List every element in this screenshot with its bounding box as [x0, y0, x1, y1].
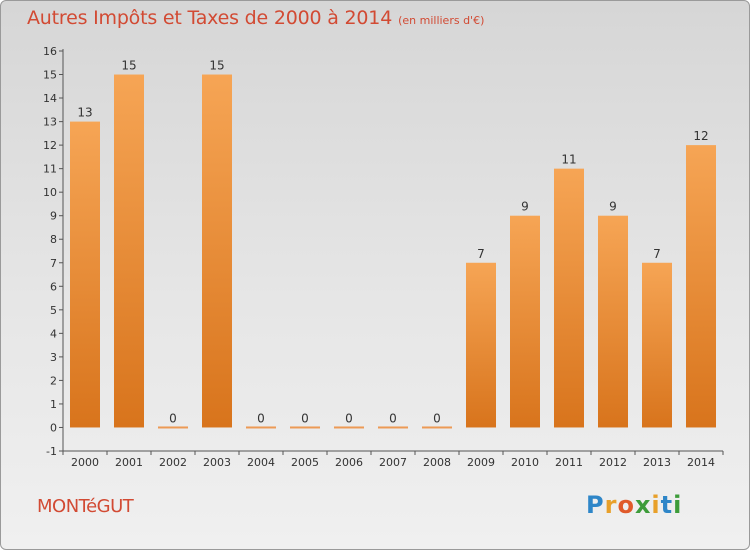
y-tick-label: 7 [50, 257, 57, 270]
data-label: 0 [345, 411, 353, 425]
y-tick-label: 12 [43, 139, 57, 152]
bar [598, 215, 628, 428]
bar [642, 262, 672, 428]
y-tick-label: -1 [46, 445, 57, 458]
x-tick-label: 2004 [247, 456, 275, 469]
x-tick-label: 2012 [599, 456, 627, 469]
logo-letter: r [604, 491, 618, 519]
x-tick-label: 2009 [467, 456, 495, 469]
logo-letter: o [617, 491, 635, 519]
logo-letter: t [660, 491, 674, 519]
y-tick-label: 8 [50, 233, 57, 246]
bar [114, 74, 144, 428]
bar [158, 426, 188, 429]
bar [378, 426, 408, 429]
x-tick-label: 2006 [335, 456, 363, 469]
bar [334, 426, 364, 429]
proxiti-logo: Proxiti [586, 491, 682, 519]
data-label: 9 [521, 200, 529, 214]
x-tick-label: 2005 [291, 456, 319, 469]
data-label: 0 [257, 411, 265, 425]
y-tick-label: 10 [43, 186, 57, 199]
chart-title: Autres Impôts et Taxes de 2000 à 2014 (en… [27, 7, 484, 29]
y-tick-label: 16 [43, 45, 57, 58]
data-label: 0 [169, 411, 177, 425]
x-tick-label: 2003 [203, 456, 231, 469]
y-tick-label: 2 [50, 374, 57, 387]
bar [290, 426, 320, 429]
data-label: 0 [301, 411, 309, 425]
logo-letter: i [651, 491, 661, 519]
y-tick-label: 3 [50, 351, 57, 364]
chart-unit-note: (en milliers d'€) [398, 14, 485, 27]
data-label: 13 [77, 106, 92, 120]
logo-letter: i [673, 491, 683, 519]
y-tick-label: 11 [43, 163, 57, 176]
x-tick-label: 2002 [159, 456, 187, 469]
bar [246, 426, 276, 429]
y-tick-label: 13 [43, 116, 57, 129]
data-label: 9 [609, 200, 617, 214]
x-tick-label: 2007 [379, 456, 407, 469]
x-tick-label: 2010 [511, 456, 539, 469]
y-tick-label: 4 [50, 327, 57, 340]
logo-letter: x [634, 491, 652, 519]
data-label: 11 [561, 153, 576, 167]
bar [70, 121, 100, 428]
y-tick-label: 9 [50, 210, 57, 223]
x-tick-label: 2013 [643, 456, 671, 469]
bar [466, 262, 496, 428]
y-tick-label: 14 [43, 92, 57, 105]
bar [422, 426, 452, 429]
data-label: 0 [433, 411, 441, 425]
bar [686, 145, 716, 428]
data-label: 0 [389, 411, 397, 425]
data-label: 12 [693, 129, 708, 143]
data-label: 7 [477, 247, 485, 261]
logo-letter: P [586, 491, 605, 519]
y-tick-label: 15 [43, 69, 57, 82]
x-tick-label: 2011 [555, 456, 583, 469]
commune-name: MONTéGUT [37, 496, 134, 517]
data-label: 15 [121, 59, 136, 73]
bar [202, 74, 232, 428]
chart-title-main: Autres Impôts et Taxes de 2000 à 2014 [27, 7, 393, 29]
bar [554, 168, 584, 428]
x-tick-label: 2008 [423, 456, 451, 469]
x-tick-label: 2000 [71, 456, 99, 469]
y-tick-label: 0 [50, 421, 57, 434]
y-tick-label: 1 [50, 398, 57, 411]
y-tick-label: 5 [50, 304, 57, 317]
x-tick-label: 2001 [115, 456, 143, 469]
x-tick-label: 2014 [687, 456, 715, 469]
bar [510, 215, 540, 428]
data-label: 15 [209, 59, 224, 73]
y-tick-label: 6 [50, 280, 57, 293]
data-label: 7 [653, 247, 661, 261]
